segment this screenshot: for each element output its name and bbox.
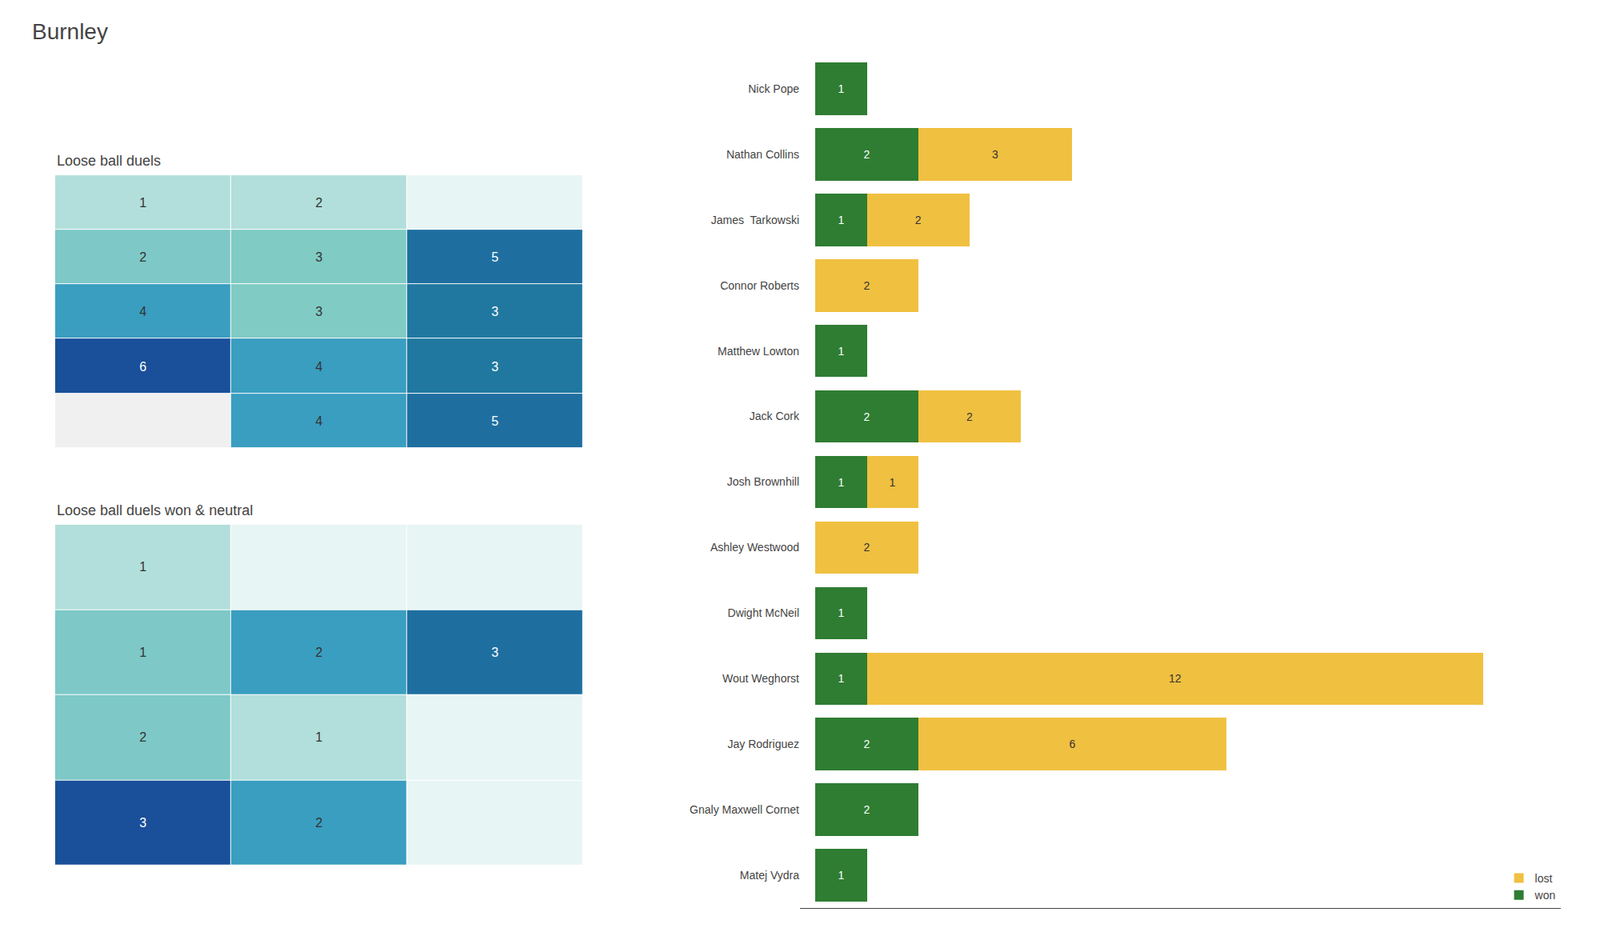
svg-text:won: won	[1534, 888, 1556, 902]
svg-text:1: 1	[889, 476, 896, 489]
svg-text:2: 2	[315, 196, 323, 210]
svg-text:Dwight McNeil: Dwight McNeil	[728, 606, 800, 620]
svg-text:Gnaly Maxwell Cornet: Gnaly Maxwell Cornet	[689, 803, 800, 816]
svg-text:3: 3	[491, 645, 499, 660]
svg-text:Nathan Collins: Nathan Collins	[726, 148, 800, 161]
svg-text:2: 2	[864, 410, 871, 424]
svg-text:4: 4	[139, 304, 147, 319]
svg-text:Burnley: Burnley	[32, 19, 108, 44]
svg-text:12: 12	[1168, 672, 1182, 685]
svg-text:2: 2	[966, 410, 973, 424]
svg-text:3: 3	[491, 304, 499, 319]
svg-text:5: 5	[491, 414, 499, 428]
svg-text:1: 1	[837, 344, 844, 358]
svg-text:Loose ball duels won & neutral: Loose ball duels won & neutral	[56, 502, 253, 519]
svg-text:Jay Rodriguez: Jay Rodriguez	[728, 737, 800, 751]
svg-text:Nick Pope: Nick Pope	[748, 82, 800, 96]
svg-text:1: 1	[139, 645, 147, 660]
svg-text:Ashley Westwood: Ashley Westwood	[710, 540, 800, 554]
svg-text:1: 1	[837, 672, 844, 685]
svg-text:2: 2	[315, 645, 323, 660]
svg-text:Josh Brownhill: Josh Brownhill	[727, 475, 800, 488]
svg-text:2: 2	[864, 803, 871, 816]
svg-text:2: 2	[915, 213, 922, 227]
svg-text:2: 2	[864, 540, 871, 554]
svg-text:1: 1	[139, 196, 147, 210]
svg-text:lost: lost	[1535, 872, 1553, 885]
svg-text:6: 6	[1068, 737, 1076, 751]
svg-text:3: 3	[491, 360, 499, 374]
svg-text:Connor Roberts: Connor Roberts	[720, 279, 800, 292]
svg-text:2: 2	[864, 279, 871, 292]
svg-text:3: 3	[315, 250, 323, 264]
svg-text:3: 3	[139, 816, 147, 830]
svg-text:1: 1	[837, 868, 844, 882]
svg-text:5: 5	[491, 250, 499, 264]
svg-text:Jack Cork: Jack Cork	[749, 409, 800, 423]
svg-text:Wout Weghorst: Wout Weghorst	[722, 672, 800, 685]
svg-text:1: 1	[837, 82, 844, 96]
svg-text:1: 1	[837, 476, 844, 489]
svg-text:2: 2	[139, 730, 147, 744]
svg-text:1: 1	[837, 606, 844, 620]
svg-text:1: 1	[139, 560, 147, 574]
svg-text:4: 4	[315, 414, 323, 428]
svg-text:1: 1	[837, 213, 844, 227]
svg-text:3: 3	[315, 304, 323, 319]
svg-text:2: 2	[315, 816, 323, 830]
svg-text:4: 4	[315, 360, 323, 374]
svg-text:1: 1	[315, 730, 323, 744]
svg-text:2: 2	[864, 737, 871, 751]
svg-text:James Tarkowski: James Tarkowski	[711, 213, 800, 227]
svg-text:2: 2	[864, 148, 871, 161]
svg-text:6: 6	[139, 360, 147, 374]
svg-text:Matthew Lowton: Matthew Lowton	[717, 344, 800, 358]
svg-text:3: 3	[992, 148, 999, 161]
svg-text:Matej Vydra: Matej Vydra	[740, 868, 800, 882]
svg-text:Loose ball duels: Loose ball duels	[56, 152, 161, 169]
svg-text:2: 2	[139, 250, 147, 264]
